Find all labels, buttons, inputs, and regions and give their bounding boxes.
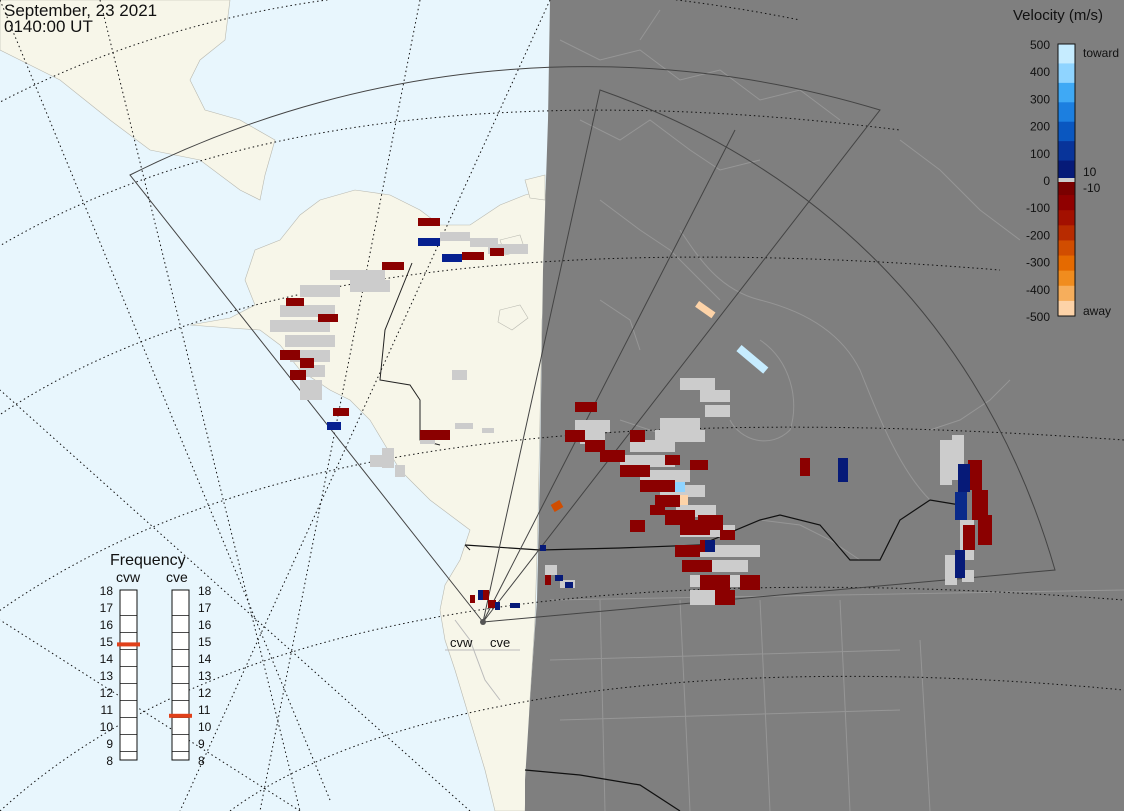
toward-label: toward <box>1083 46 1119 60</box>
freq-tick-right: 10 <box>198 720 212 734</box>
colorbar-swatch <box>1058 160 1075 181</box>
velocity-tick-label: 200 <box>1030 120 1050 134</box>
velocity-toward <box>327 238 970 610</box>
velocity-legend: Velocity (m/s) 500 400 300 200 100 0 -100 -200 -… <box>1013 7 1119 324</box>
freq-tick-right: 14 <box>198 652 212 666</box>
colorbar-swatch <box>1058 300 1075 317</box>
freq-tick-left: 13 <box>100 669 114 683</box>
cve-site-label: cve <box>490 635 510 650</box>
freq-tick-left: 15 <box>100 635 114 649</box>
map-time: 0140:00 UT <box>4 17 93 36</box>
colorbar-swatch <box>1058 121 1075 142</box>
map-date: September, 23 2021 <box>4 1 158 20</box>
freq-tick-right: 9 <box>198 737 205 751</box>
colorbar-swatch <box>1058 141 1075 162</box>
cvw-site-label: cvw <box>450 635 473 650</box>
small-positive-label: 10 <box>1083 165 1097 179</box>
cvw-frequency-marker <box>117 642 140 647</box>
cve-frequency-marker <box>169 713 192 718</box>
colorbar-swatch <box>1058 180 1075 196</box>
frequency-cve-label: cve <box>166 569 188 585</box>
colorbar-swatch <box>1058 44 1075 64</box>
freq-tick-right: 11 <box>198 703 211 717</box>
freq-tick-right: 18 <box>198 584 212 598</box>
velocity-tick-label: 400 <box>1030 65 1050 79</box>
colorbar-ground-scatter <box>1058 178 1075 182</box>
velocity-legend-title: Velocity (m/s) <box>1013 7 1103 24</box>
colorbar-swatch <box>1058 240 1075 257</box>
velocity-tick-label: 500 <box>1030 38 1050 52</box>
away-label: away <box>1083 304 1111 318</box>
velocity-strong <box>550 300 716 512</box>
velocity-tick-label: 100 <box>1030 147 1050 161</box>
velocity-tick-label: -500 <box>1026 310 1050 324</box>
freq-tick-right: 15 <box>198 635 212 649</box>
velocity-tick-label: -400 <box>1026 283 1050 297</box>
radar-site-marker <box>480 619 486 625</box>
freq-tick-left: 14 <box>100 652 114 666</box>
freq-tick-left: 11 <box>101 703 114 717</box>
fov-outlines <box>129 66 1056 623</box>
frequency-panel: Frequency cvw cve 18 17 16 15 14 13 12 11 10 9 8 1… <box>100 552 212 768</box>
freq-tick-left: 8 <box>106 754 113 768</box>
colorbar-swatch <box>1058 63 1075 84</box>
freq-tick-left: 12 <box>100 686 114 700</box>
colorbar-swatch <box>1058 225 1075 241</box>
colorbar-swatch <box>1058 285 1075 302</box>
colorbar-swatch <box>1058 270 1075 287</box>
velocity-tick-label: -200 <box>1026 228 1050 242</box>
frequency-cvw-label: cvw <box>116 569 141 585</box>
velocity-tick-label: -300 <box>1026 256 1050 270</box>
frequency-title: Frequency <box>110 552 186 569</box>
freq-tick-right: 17 <box>198 601 212 615</box>
velocity-tick-label: -100 <box>1026 201 1050 215</box>
velocity-tick-label: 300 <box>1030 92 1050 106</box>
freq-tick-left: 18 <box>100 584 114 598</box>
freq-tick-left: 9 <box>106 737 113 751</box>
radar-sites: cvw cve <box>450 619 510 650</box>
velocity-colorbar-border <box>1057 43 1076 317</box>
colorbar-swatch <box>1058 210 1075 226</box>
colorbar-swatch <box>1058 195 1075 211</box>
velocity-tick-label: 0 <box>1043 174 1050 188</box>
freq-tick-right: 8 <box>198 754 205 768</box>
freq-tick-right: 16 <box>198 618 212 632</box>
night-region <box>464 0 1124 811</box>
colorbar-swatch <box>1058 255 1075 272</box>
freq-tick-left: 10 <box>100 720 114 734</box>
freq-tick-right: 13 <box>198 669 212 683</box>
colorbar-swatch <box>1058 82 1075 103</box>
freq-tick-left: 16 <box>100 618 114 632</box>
colorbar-swatch <box>1058 102 1075 123</box>
freq-tick-right: 12 <box>198 686 212 700</box>
small-negative-label: -10 <box>1083 181 1101 195</box>
freq-tick-left: 17 <box>100 601 114 615</box>
